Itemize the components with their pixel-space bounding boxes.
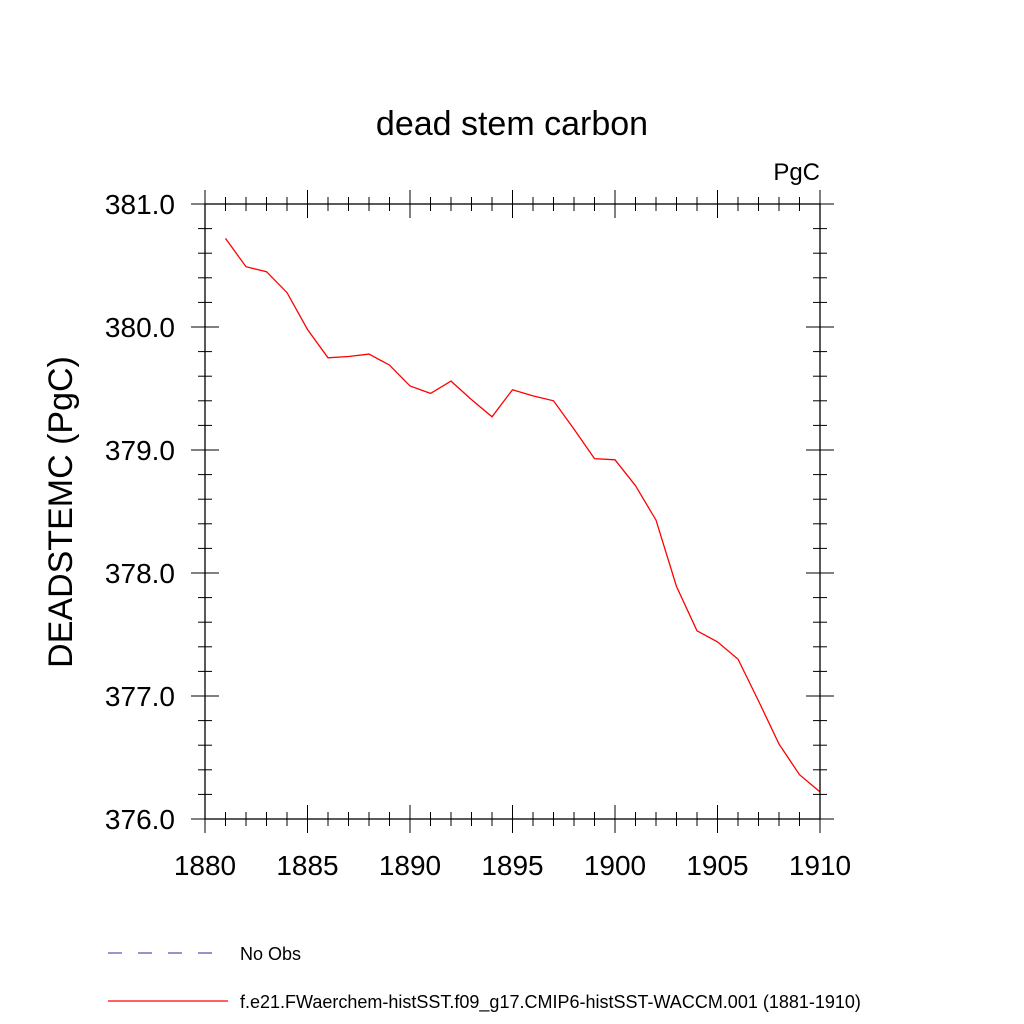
x-tick-label: 1885	[276, 850, 338, 881]
units-label: PgC	[773, 159, 820, 186]
x-tick-label: 1905	[686, 850, 748, 881]
y-tick-label: 376.0	[105, 804, 175, 835]
y-tick-label: 380.0	[105, 312, 175, 343]
chart-title: dead stem carbon	[376, 105, 648, 143]
plot-frame	[204, 203, 821, 820]
y-tick-label: 378.0	[105, 558, 175, 589]
y-tick-label: 377.0	[105, 681, 175, 712]
x-tick-label: 1910	[789, 850, 851, 881]
legend-label-no-obs: No Obs	[240, 944, 301, 964]
y-tick-label: 379.0	[105, 435, 175, 466]
x-tick-label: 1880	[174, 850, 236, 881]
x-tick-label: 1900	[584, 850, 646, 881]
legend: No Obs f.e21.FWaerchem-histSST.f09_g17.C…	[108, 944, 861, 1013]
x-tick-label: 1895	[481, 850, 543, 881]
legend-label-model: f.e21.FWaerchem-histSST.f09_g17.CMIP6-hi…	[240, 992, 861, 1013]
x-tick-label: 1890	[379, 850, 441, 881]
y-tick-label: 381.0	[105, 189, 175, 220]
series-line-0	[224, 238, 821, 793]
y-axis-label: DEADSTEMC (PgC)	[42, 356, 80, 668]
